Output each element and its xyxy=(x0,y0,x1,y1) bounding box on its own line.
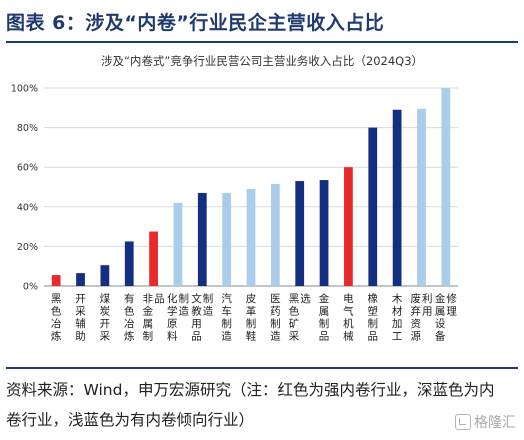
y-tick-label: 40% xyxy=(17,202,38,213)
category-label: 医药制造 xyxy=(270,293,281,343)
bar xyxy=(417,108,426,286)
bar xyxy=(344,167,353,286)
category-label: 煤炭开采 xyxy=(100,292,111,343)
grid-layer: 0% 20% 40% 60% 80% 100% xyxy=(11,84,458,293)
chart-title: 涉及“内卷式”竞争行业民营公司主营业务收入占比（2024Q3） xyxy=(101,54,423,68)
category-label: 黑色冶炼 xyxy=(51,293,62,343)
figure-title: 图表 6：涉及“内卷”行业民企主营收入占比 xyxy=(6,12,385,34)
category-label: 文教用品制造 xyxy=(191,292,214,343)
category-label: 金属设备修理 xyxy=(435,292,458,343)
bar xyxy=(100,265,110,286)
bar xyxy=(173,202,183,286)
category-label: 化学原料制造 xyxy=(167,292,190,343)
bar xyxy=(319,180,329,286)
bar xyxy=(197,192,207,286)
bar xyxy=(392,109,402,286)
bar xyxy=(270,184,280,286)
watermark-text: 格隆汇 xyxy=(474,415,516,431)
source-note: 资料来源：Wind，申万宏源研究（注：红色为强内卷行业，深蓝色为内卷行业，浅蓝色… xyxy=(6,381,495,429)
category-label: 橡塑制品 xyxy=(368,292,379,343)
y-tick-label: 0% xyxy=(23,282,38,293)
watermark-logo-icon xyxy=(455,414,471,430)
category-label: 有色冶炼 xyxy=(124,292,135,343)
bar xyxy=(441,88,451,286)
category-label: 非金属制品 xyxy=(143,293,165,343)
title-rule xyxy=(6,41,518,43)
watermark: 格隆汇 xyxy=(455,412,516,432)
y-tick-label: 20% xyxy=(17,242,38,253)
y-tick-label: 80% xyxy=(17,123,38,134)
bar-layer xyxy=(51,88,451,286)
bar xyxy=(124,241,134,286)
category-label: 黑色矿采选 xyxy=(289,292,312,343)
category-label: 木材加工 xyxy=(392,293,403,343)
bar xyxy=(222,192,232,286)
y-tick-label: 100% xyxy=(11,84,38,95)
bar xyxy=(51,275,61,286)
bar-chart: 涉及“内卷式”竞争行业民营公司主营业务收入占比（2024Q3） 0% 20% 40%… xyxy=(11,54,458,343)
category-label: 废弃资源利用 xyxy=(410,292,432,343)
category-label: 开采辅助 xyxy=(75,293,86,343)
bar xyxy=(368,127,378,286)
bar xyxy=(149,231,158,286)
source-rule xyxy=(6,367,518,369)
y-tick-label: 60% xyxy=(17,163,38,174)
category-label: 汽车制造 xyxy=(221,292,232,343)
category-label: 皮革制鞋 xyxy=(246,292,257,343)
bar xyxy=(76,273,85,286)
bar xyxy=(295,181,305,286)
bar xyxy=(246,188,256,286)
category-label: 金属制品 xyxy=(319,292,330,343)
category-label: 电气机械 xyxy=(343,292,354,343)
